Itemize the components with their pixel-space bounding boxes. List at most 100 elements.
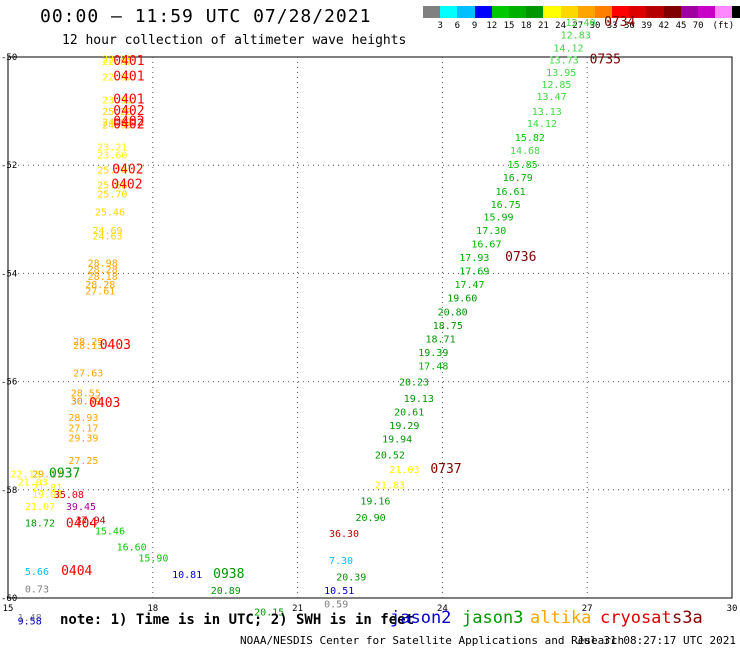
wave-height-label: 14.12 (527, 119, 557, 130)
colorbar-swatch (440, 6, 458, 18)
wave-height-label: 17.69 (459, 267, 489, 278)
wave-height-label: 0.59 (324, 599, 348, 610)
wave-height-label: 22.89 (102, 55, 132, 66)
wave-height-label: 10.51 (324, 586, 354, 597)
wave-height-label: 16.67 (471, 240, 501, 251)
colorbar-swatch (663, 6, 681, 18)
wave-height-label: 24.95 (102, 121, 132, 132)
wave-height-label: 23.91 (102, 96, 132, 107)
wave-height-label: 25.20 (102, 107, 132, 118)
wave-height-label: 10.81 (172, 570, 202, 581)
plot-frame (7, 56, 733, 599)
wave-height-label: 13.95 (546, 68, 576, 79)
colorbar-tick-label: 6 (454, 21, 461, 31)
wave-height-label: 19.16 (360, 497, 390, 508)
pass-id-label: 0737 (430, 462, 461, 477)
wave-height-label: 22.87 (102, 57, 132, 68)
colorbar-swatch (543, 6, 561, 18)
y-tick-label: -60 (1, 594, 17, 604)
pass-id-label: 0404 (61, 564, 92, 579)
colorbar-tick-label: 36 (623, 21, 635, 31)
colorbar-swatch (715, 6, 733, 18)
wave-height-label: 28.93 (68, 413, 98, 424)
colorbar-tick-label: 3 (437, 21, 443, 31)
x-tick-label: 27 (582, 604, 593, 614)
colorbar-swatch (560, 6, 578, 18)
wave-height-label: 13.13 (532, 107, 562, 118)
colorbar-swatch (646, 6, 664, 18)
wave-height-label: 19.60 (447, 294, 477, 305)
pass-id-label: 0403 (89, 396, 120, 411)
wave-height-label: 39.45 (66, 502, 96, 513)
colorbar-swatch (629, 6, 647, 18)
x-tick-label: 15 (3, 604, 14, 614)
wave-height-label: 15.82 (515, 133, 545, 144)
wave-height-label: 19.94 (382, 434, 412, 445)
satellite-jason3: jason3 (462, 608, 524, 628)
wave-height-label: 19.39 (418, 348, 448, 359)
wave-height-label: 18.71 (426, 334, 456, 345)
pass-id-label: 0401 (113, 54, 144, 69)
wave-height-label: 16.75 (491, 200, 521, 211)
wave-height-label: 25.68 (97, 181, 127, 192)
wave-height-label: 21.83 (375, 480, 405, 491)
wave-height-label: 22.13 (10, 470, 40, 481)
pass-id-label: 0734 (604, 15, 635, 30)
x-tick-label: 30 (727, 604, 738, 614)
wave-height-label: 23.21 (97, 142, 127, 153)
wave-height-label: 23.60 (97, 150, 127, 161)
wave-height-label: 37.94 (76, 516, 106, 527)
wave-height-label: 15.90 (138, 553, 168, 564)
footer-note: note: 1) Time is in UTC; 2) SWH is in fe… (60, 612, 415, 628)
colorbar-labels: 3 6 9 12 15 18 21 24 27 30 33 36 39 42 45 70 (ft) (423, 21, 734, 33)
x-tick-label: 21 (292, 604, 303, 614)
colorbar-swatch (423, 6, 441, 18)
colorbar (423, 6, 740, 18)
wave-height-label: 0.73 (25, 584, 49, 595)
pass-id-label: 0402 (112, 163, 143, 178)
wave-height-label: 12.40 (565, 18, 595, 29)
y-tick-label: -52 (1, 161, 17, 171)
pass-id-label: 0937 (49, 467, 80, 482)
wave-height-label: 25.70 (97, 189, 127, 200)
colorbar-swatch (732, 6, 740, 18)
wave-height-label: 16.79 (503, 173, 533, 184)
wave-height-label: 28.28 (85, 280, 115, 291)
wave-height-label: 28.13 (73, 341, 103, 352)
wave-height-label: 27.25 (68, 456, 98, 467)
wave-height-label: 20.23 (399, 378, 429, 389)
wave-height-label: 20.15 (254, 608, 284, 619)
pass-id-label: 0938 (213, 567, 244, 582)
wave-height-label: 28.55 (71, 388, 101, 399)
colorbar-tick-label: 33 (606, 21, 618, 31)
wave-height-label: 17.30 (476, 226, 506, 237)
colorbar-tick-label: 21 (537, 21, 549, 31)
colorbar-swatch (698, 6, 716, 18)
pass-id-label: 0401 (113, 93, 144, 108)
colorbar-tick-label: 39 (641, 21, 653, 31)
pass-id-label: 0736 (505, 250, 536, 265)
wave-height-label: 20.52 (375, 451, 405, 462)
colorbar-swatch (474, 6, 492, 18)
wave-height-label: 25.70 (97, 166, 127, 177)
wave-height-label: 30.39 (71, 397, 101, 408)
wave-height-label: 27.63 (73, 368, 103, 379)
pass-id-label: 0403 (100, 338, 131, 353)
wave-height-label: 19.29 (389, 421, 419, 432)
footer-generated-date: Jul 31 08:27:17 UTC 2021 (577, 634, 736, 647)
pass-id-label: 0402 (113, 114, 144, 129)
wave-height-label: 5.66 (25, 567, 49, 578)
wave-height-label: 21.81 (32, 483, 62, 494)
colorbar-tick-label: 70 (692, 21, 704, 31)
colorbar-tick-label: 45 (675, 21, 687, 31)
wave-height-label: 20.90 (356, 513, 386, 524)
footer-credit: NOAA/NESDIS Center for Satellite Applica… (240, 634, 625, 647)
wave-height-label: 21.07 (25, 502, 55, 513)
colorbar-swatch (526, 6, 544, 18)
wave-height-label: 19.08 (32, 490, 62, 501)
wave-height-label: 35.08 (54, 490, 84, 501)
colorbar-swatch (491, 6, 509, 18)
wave-height-label: 20.80 (438, 307, 468, 318)
colorbar-tick-label: 30 (589, 21, 601, 31)
